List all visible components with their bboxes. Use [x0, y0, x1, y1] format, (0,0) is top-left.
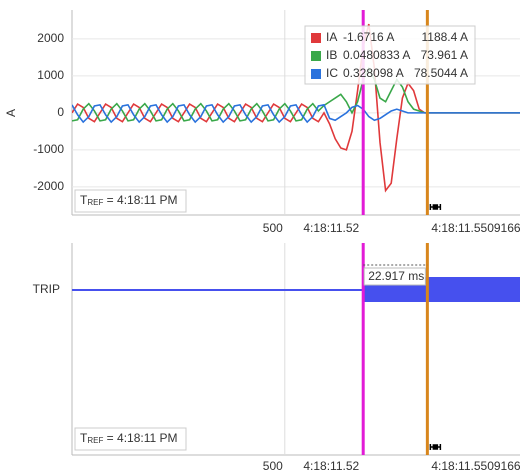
legend-readout: 0.328098 A: [343, 66, 404, 80]
legend-swatch: [311, 51, 321, 61]
legend: IA -1.6716 A 1188.4 A IB 0.0480833 A 73.961 A…: [304, 25, 476, 85]
legend-readout: 73.961 A: [421, 48, 468, 62]
y-tick-label: -1000: [33, 142, 64, 156]
tref-symbol: T: [80, 431, 88, 445]
legend-readout: -1.6716 A: [343, 30, 394, 44]
cursor-handle: [429, 444, 442, 450]
tref-subscript: REF: [87, 198, 103, 207]
legend-label: IC: [326, 66, 338, 80]
delta-label: 22.917 ms: [368, 269, 424, 283]
tref-subscript: REF: [87, 436, 103, 445]
x-tick-label: 500: [263, 459, 283, 473]
tref-box: [74, 427, 187, 451]
x-tick-label: 500: [263, 221, 283, 235]
y-tick-label: 0: [57, 105, 64, 119]
legend-readout: 1188.4 A: [422, 30, 469, 44]
tref-value: = 4:18:11 PM: [103, 431, 177, 445]
plot-lines: [72, 23, 520, 193]
cursor-label: 4:18:11.52: [303, 221, 359, 235]
tref-box: [74, 189, 187, 213]
cursor-label: 4:18:11.550916666 PM: [431, 221, 520, 235]
tref-value: = 4:18:11 PM: [103, 193, 177, 207]
series-line: [72, 103, 520, 124]
cursor-handle: [429, 204, 442, 210]
tref-symbol: T: [80, 193, 88, 207]
legend-box: [304, 25, 476, 85]
legend-swatch: [311, 69, 321, 79]
legend-swatch: [311, 33, 321, 43]
delta-box: [363, 267, 426, 286]
y-tick-label: -2000: [33, 179, 64, 193]
y-tick-label: 2000: [37, 31, 64, 45]
cursor-label: 4:18:11.52: [303, 459, 359, 473]
channel-label: TRIP: [33, 282, 60, 296]
cursor-label: 4:18:11.550916666 PM: [431, 459, 520, 473]
y-tick-label: 1000: [37, 68, 64, 82]
legend-readout: 78.5044 A: [414, 66, 468, 80]
legend-readout: 0.0480833 A: [343, 48, 410, 62]
y-axis-label: A: [4, 109, 18, 117]
tref-label: TREF = 4:18:11 PM: [80, 193, 178, 207]
legend-label: IA: [326, 30, 337, 44]
legend-label: IB: [326, 48, 337, 62]
tref-label: TREF = 4:18:11 PM: [80, 431, 178, 445]
